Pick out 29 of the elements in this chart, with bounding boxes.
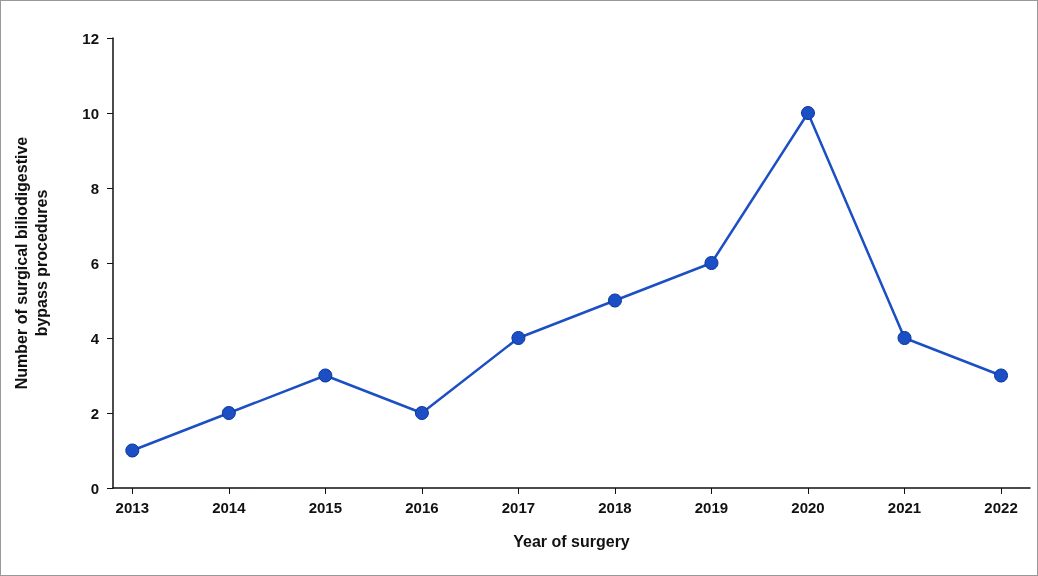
y-tick-label: 0 xyxy=(90,479,99,497)
x-tick-label: 2019 xyxy=(694,499,729,516)
x-tick-label: 2013 xyxy=(115,499,149,516)
x-tick-label: 2016 xyxy=(405,499,439,516)
y-axis-title: Number of surgical biliodigestive bypass procedures xyxy=(12,136,50,390)
point xyxy=(511,331,526,345)
x-tick-label: 2021 xyxy=(887,499,922,516)
y-tick-label: 2 xyxy=(90,404,99,422)
x-tick-label: 2017 xyxy=(501,499,536,516)
y-tick-label: 12 xyxy=(82,29,99,47)
point xyxy=(221,406,236,420)
point xyxy=(704,256,719,270)
x-axis-title: Year of surgery xyxy=(513,532,630,550)
point xyxy=(318,368,333,383)
point xyxy=(125,443,140,458)
x-tick-label: 2015 xyxy=(308,499,343,516)
point xyxy=(414,406,429,420)
point xyxy=(994,368,1009,383)
y-tick-label: 10 xyxy=(82,104,99,122)
point xyxy=(801,106,815,120)
y-tick-label: 4 xyxy=(90,329,100,347)
x-tick-label: 2022 xyxy=(984,499,1018,516)
x-tick-label: 2020 xyxy=(791,499,825,516)
y-tick-label: 8 xyxy=(90,179,99,197)
x-tick-label: 2014 xyxy=(212,499,247,516)
point xyxy=(607,293,622,308)
x-tick-label: 2018 xyxy=(598,499,632,516)
y-tick-label: 6 xyxy=(90,254,99,272)
point xyxy=(897,331,912,345)
